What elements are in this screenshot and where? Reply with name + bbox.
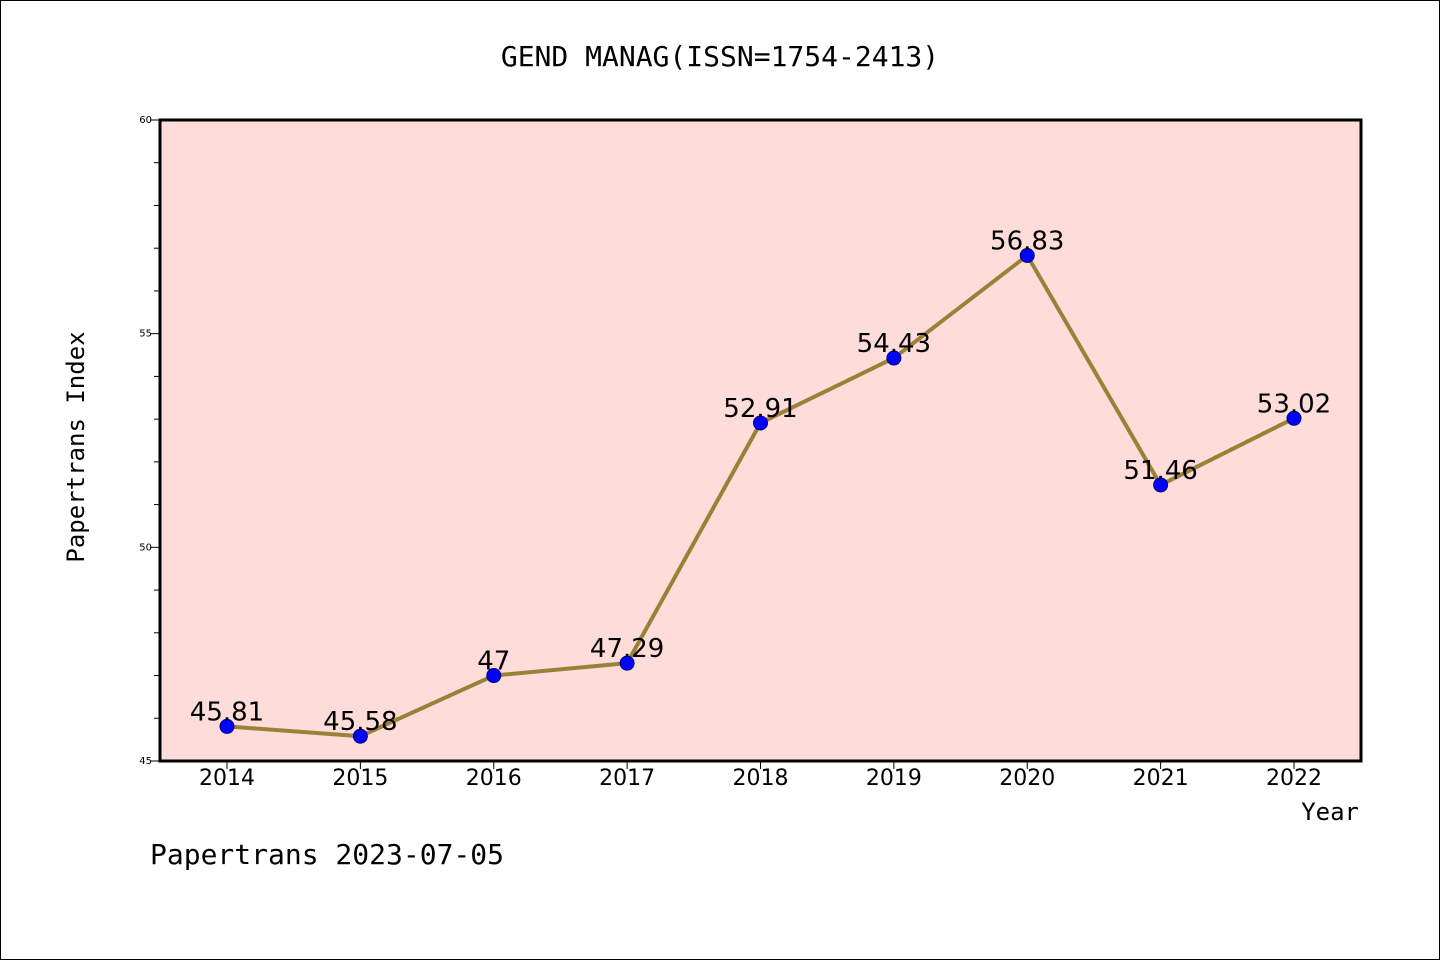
x-tick-label: 2017: [599, 766, 655, 791]
x-tick-label: 2015: [332, 766, 388, 791]
data-point: [219, 718, 235, 734]
x-tick-label: 2020: [999, 766, 1055, 791]
y-axis: 45 50 55 60: [139, 115, 160, 767]
plot-area: [158, 118, 1363, 763]
data-point: [619, 655, 635, 671]
x-tick-label: 2019: [866, 766, 922, 791]
y-tick-label: 55: [139, 329, 152, 340]
data-point: [352, 728, 368, 744]
data-label: 52.91: [723, 394, 797, 424]
data-label: 47: [477, 647, 510, 677]
data-points: [219, 247, 1302, 744]
x-tick-label: 2018: [733, 766, 789, 791]
data-label: 47.29: [590, 634, 664, 664]
data-point: [1286, 410, 1302, 426]
x-tick-label: 2016: [466, 766, 522, 791]
x-tick-label: 2022: [1266, 766, 1322, 791]
data-point: [753, 415, 768, 431]
x-tick-label: 2014: [199, 766, 255, 791]
data-point: [1019, 247, 1035, 263]
x-axis: 2014 2015 2016 2017 2018 2019 2020 2021 2022: [199, 761, 1322, 791]
data-label: 45.81: [190, 697, 264, 727]
data-point: [886, 350, 902, 366]
data-point: [1153, 477, 1169, 493]
x-tick-label: 2021: [1133, 766, 1189, 791]
data-label: 54.43: [857, 329, 931, 359]
y-tick-label: 45: [139, 756, 152, 767]
data-label: 45.58: [323, 707, 397, 737]
data-point: [486, 668, 502, 684]
data-label: 51.46: [1123, 456, 1197, 486]
y-tick-label: 50: [139, 542, 152, 553]
footer-text: Papertrans 2023-07-05: [150, 838, 504, 871]
x-axis-label: Year: [1301, 798, 1359, 826]
data-label: 56.83: [990, 226, 1064, 256]
chart-title: GEND MANAG(ISSN=1754-2413): [501, 40, 939, 73]
y-tick-label: 60: [139, 115, 152, 126]
data-label: 53.02: [1257, 389, 1331, 419]
y-axis-label: Papertrans Index: [62, 331, 90, 562]
data-labels: 45.81 45.58 47 47.29 52.91 54.43 56.83 51.46 53.…: [190, 226, 1331, 737]
